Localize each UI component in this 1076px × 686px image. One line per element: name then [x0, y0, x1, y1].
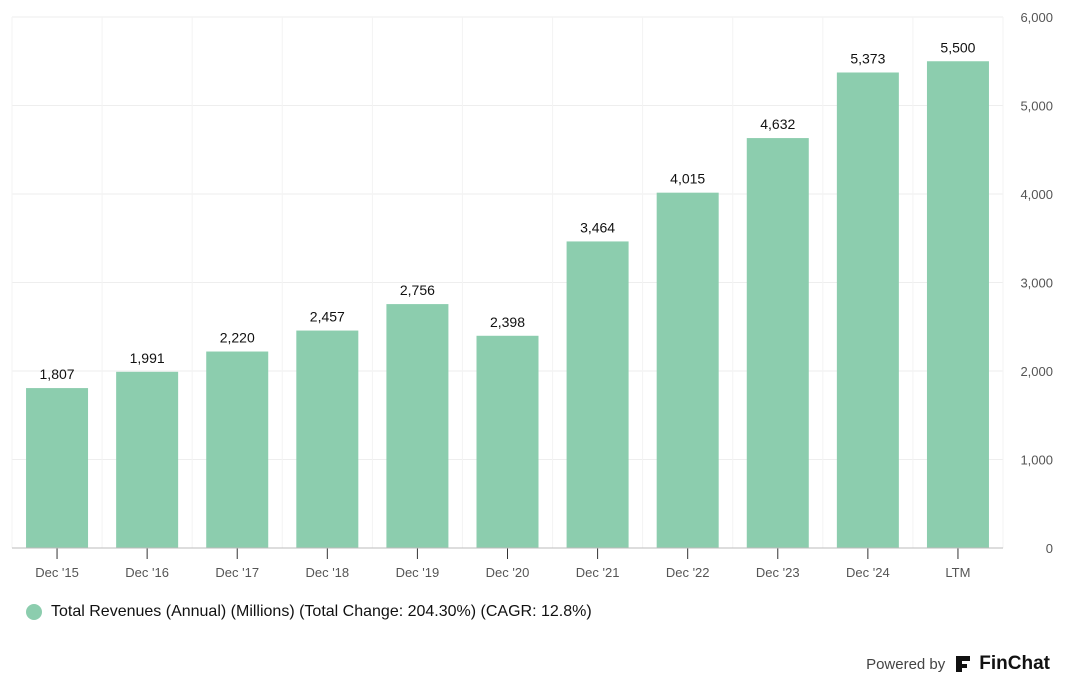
x-tick-label: Dec '18 [305, 565, 349, 580]
y-tick-label: 5,000 [1020, 99, 1053, 114]
y-tick-label: 1,000 [1020, 453, 1053, 468]
x-tick-label: Dec '22 [666, 565, 710, 580]
x-tick-label: Dec '24 [846, 565, 890, 580]
bar-value-label: 2,398 [490, 314, 525, 330]
x-tick-label: Dec '17 [215, 565, 259, 580]
bar [836, 72, 899, 548]
x-tick-label: Dec '20 [486, 565, 530, 580]
bar-value-label: 3,464 [580, 219, 615, 235]
x-tick-label: LTM [945, 565, 970, 580]
bar-value-label: 2,457 [310, 309, 345, 325]
legend-label: Total Revenues (Annual) (Millions) (Tota… [51, 603, 592, 620]
powered-by-footer: Powered by FinChat [866, 653, 1050, 675]
y-tick-label: 0 [1046, 541, 1053, 556]
powered-by-label: Powered by [866, 655, 946, 673]
y-tick-label: 6,000 [1020, 10, 1053, 25]
bar [296, 330, 359, 548]
finchat-logo-icon [956, 656, 971, 672]
bar [26, 388, 89, 548]
bar-value-label: 5,500 [940, 39, 975, 55]
bar-value-label: 4,015 [670, 171, 705, 187]
bar [746, 138, 809, 548]
y-tick-label: 3,000 [1020, 276, 1053, 291]
bar [386, 304, 449, 548]
legend-marker [26, 604, 42, 620]
bar [566, 241, 629, 548]
brand-name: FinChat [979, 653, 1050, 674]
legend: Total Revenues (Annual) (Millions) (Tota… [26, 603, 592, 621]
bar [206, 351, 269, 548]
bar [476, 335, 539, 548]
bar [656, 192, 719, 549]
x-tick-label: Dec '23 [756, 565, 800, 580]
bars [26, 61, 989, 549]
bar-value-label: 2,756 [400, 282, 435, 298]
grid-lines [11, 16, 1004, 548]
x-tick-label: Dec '19 [396, 565, 440, 580]
bar [116, 371, 179, 548]
x-axis: Dec '15 Dec '16 Dec '17 Dec '18 Dec '19 Dec '… [12, 547, 1003, 580]
x-tick-label: Dec '15 [35, 565, 79, 580]
bar-value-label: 5,373 [850, 50, 885, 66]
value-labels: 1,807 1,991 2,220 2,457 2,756 2,398 3,464 4,015… [40, 39, 976, 382]
y-tick-label: 4,000 [1020, 187, 1053, 202]
bar-value-label: 1,807 [40, 366, 75, 382]
bar-value-label: 2,220 [220, 330, 255, 346]
revenue-bar-chart: 1,807 1,991 2,220 2,457 2,756 2,398 3,464 4,015… [11, 10, 1053, 580]
x-tick-label: Dec '16 [125, 565, 169, 580]
x-tick-label: Dec '21 [576, 565, 620, 580]
y-tick-label: 2,000 [1020, 364, 1053, 379]
bar-value-label: 4,632 [760, 116, 795, 132]
bar-value-label: 1,991 [130, 350, 165, 366]
y-axis: 0 1,000 2,000 3,000 4,000 5,000 6,000 [1020, 10, 1053, 556]
bar [926, 61, 989, 548]
